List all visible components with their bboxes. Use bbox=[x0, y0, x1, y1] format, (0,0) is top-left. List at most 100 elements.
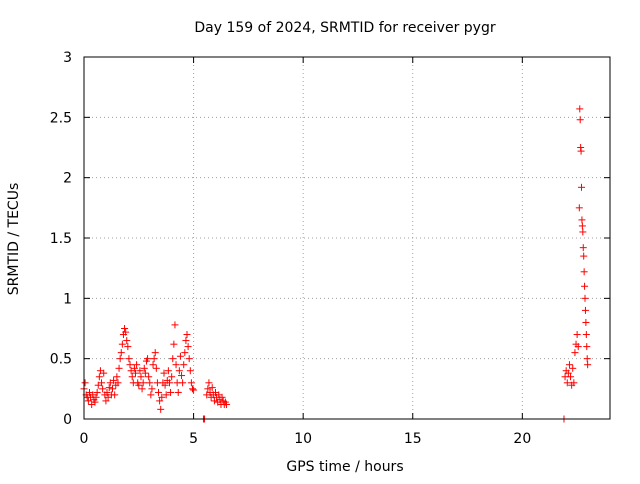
data-point bbox=[579, 228, 587, 236]
data-point bbox=[147, 391, 155, 399]
data-point bbox=[113, 373, 121, 381]
data-point bbox=[576, 105, 584, 113]
data-point bbox=[583, 343, 591, 351]
data-point bbox=[565, 361, 573, 369]
data-point bbox=[575, 204, 583, 212]
data-point bbox=[115, 364, 123, 372]
data-point bbox=[110, 376, 118, 384]
data-point bbox=[84, 397, 92, 405]
data-point bbox=[145, 373, 153, 381]
data-point bbox=[580, 252, 588, 260]
data-point bbox=[170, 340, 178, 348]
data-point bbox=[210, 397, 218, 405]
data-point bbox=[144, 355, 152, 363]
data-point bbox=[176, 352, 184, 360]
data-point bbox=[150, 355, 158, 363]
data-point bbox=[570, 379, 578, 387]
data-point bbox=[117, 349, 125, 357]
data-point bbox=[98, 379, 106, 387]
data-point bbox=[151, 349, 159, 357]
data-point bbox=[146, 379, 154, 387]
data-point bbox=[188, 385, 196, 393]
data-point bbox=[172, 361, 180, 369]
data-point bbox=[581, 306, 589, 314]
data-point bbox=[218, 393, 226, 401]
data-point bbox=[180, 361, 188, 369]
data-point bbox=[168, 373, 176, 381]
chart-title: Day 159 of 2024, SRMTID for receiver pyg… bbox=[194, 20, 495, 36]
data-point bbox=[190, 386, 198, 394]
data-point bbox=[187, 379, 195, 387]
x-tick-label: 5 bbox=[189, 431, 198, 447]
data-point bbox=[128, 373, 136, 381]
data-point bbox=[567, 373, 575, 381]
data-point bbox=[583, 355, 591, 363]
data-point bbox=[186, 367, 194, 375]
data-point bbox=[179, 379, 187, 387]
data-point bbox=[204, 385, 212, 393]
data-point bbox=[81, 379, 89, 387]
data-point bbox=[563, 379, 571, 387]
data-point bbox=[157, 405, 165, 413]
data-point bbox=[574, 343, 582, 351]
data-point bbox=[167, 388, 175, 396]
data-point bbox=[148, 385, 156, 393]
data-point bbox=[162, 391, 170, 399]
data-point bbox=[156, 397, 164, 405]
data-point bbox=[152, 364, 160, 372]
data-point bbox=[169, 355, 177, 363]
data-point bbox=[133, 361, 141, 369]
data-point bbox=[580, 268, 588, 276]
data-point bbox=[205, 379, 213, 387]
data-point bbox=[149, 361, 157, 369]
data-point bbox=[184, 343, 192, 351]
data-point bbox=[569, 364, 577, 372]
data-point bbox=[175, 367, 183, 375]
data-point bbox=[182, 337, 190, 345]
data-point bbox=[139, 379, 147, 387]
data-point bbox=[578, 216, 586, 224]
data-point bbox=[564, 369, 572, 377]
data-point bbox=[114, 379, 122, 387]
data-point bbox=[208, 384, 216, 392]
data-point bbox=[581, 294, 589, 302]
data-point bbox=[105, 384, 113, 392]
data-point bbox=[582, 318, 590, 326]
data-point bbox=[118, 340, 126, 348]
data-point bbox=[578, 222, 586, 230]
data-point bbox=[579, 244, 587, 252]
data-point bbox=[95, 373, 103, 381]
data-point bbox=[124, 343, 132, 351]
data-point bbox=[160, 369, 168, 377]
y-tick-label: 2 bbox=[63, 171, 72, 187]
data-point bbox=[132, 369, 140, 377]
data-point bbox=[171, 321, 179, 329]
data-point bbox=[571, 349, 579, 357]
data-point bbox=[102, 397, 110, 405]
y-tick-label: 3 bbox=[63, 50, 72, 66]
data-point bbox=[578, 183, 586, 191]
grid bbox=[84, 57, 610, 419]
data-point bbox=[164, 367, 172, 375]
x-tick-label: 15 bbox=[404, 431, 422, 447]
data-point bbox=[137, 373, 145, 381]
data-point bbox=[584, 361, 592, 369]
data-points bbox=[80, 105, 592, 423]
data-point bbox=[136, 367, 144, 375]
data-point bbox=[582, 331, 590, 339]
data-point bbox=[141, 369, 149, 377]
data-point bbox=[222, 401, 230, 409]
data-point bbox=[123, 337, 131, 345]
data-point bbox=[178, 372, 186, 380]
y-tick-label: 2.5 bbox=[50, 110, 72, 126]
data-point bbox=[91, 398, 99, 406]
axis-ticks: 0 5 10 15 20 0 0.5 1 1.5 2 2.5 3 bbox=[50, 50, 610, 447]
y-tick-label: 1 bbox=[63, 291, 72, 307]
y-tick-label: 1.5 bbox=[50, 231, 72, 247]
data-point bbox=[174, 388, 182, 396]
data-point bbox=[165, 379, 173, 387]
data-point bbox=[573, 331, 581, 339]
data-point bbox=[121, 325, 129, 332]
y-axis-label: SRMTID / TECUs bbox=[6, 183, 22, 296]
